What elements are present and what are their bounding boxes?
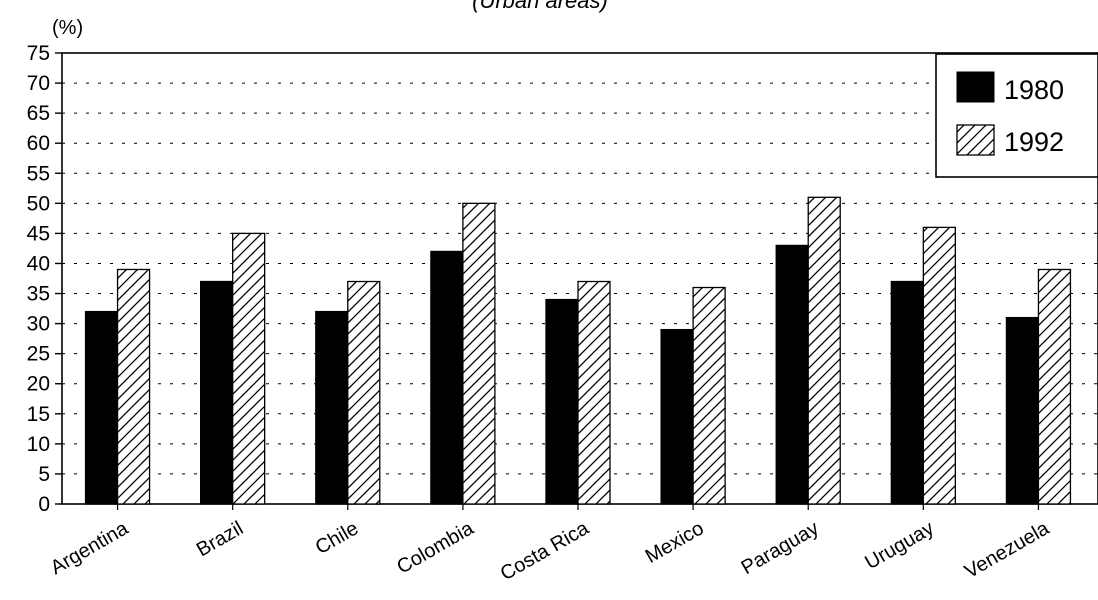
y-tick-label: 30 xyxy=(27,313,50,336)
x-tick-label: Costa Rica xyxy=(497,517,593,585)
y-tick-label: 55 xyxy=(27,162,50,185)
y-axis: 0 5 10 15 20 25 30 35 40 45 50 55 60 65 70 75 xyxy=(27,42,62,516)
y-tick-label: 60 xyxy=(27,132,50,155)
y-tick-label: 70 xyxy=(27,72,50,95)
legend-label-1992: 1992 xyxy=(1004,127,1064,157)
legend-swatch-1992 xyxy=(956,124,995,156)
bar-1992-costa-rica xyxy=(577,280,611,505)
bar-1980-brazil xyxy=(200,280,234,505)
bar-1980-argentina xyxy=(84,310,119,505)
legend-label-1980: 1980 xyxy=(1004,75,1064,105)
y-tick-label: 40 xyxy=(27,252,50,275)
bar-1992-paraguay xyxy=(807,196,841,505)
y-tick-label: 10 xyxy=(27,433,50,456)
y-tick-label: 0 xyxy=(38,493,50,516)
y-tick-label: 5 xyxy=(38,463,50,486)
y-axis-label: (%) xyxy=(52,17,83,39)
x-tick-label: Mexico xyxy=(642,517,708,568)
bar-1992-uruguay xyxy=(922,226,956,505)
bar-1992-venezuela xyxy=(1037,268,1072,505)
y-tick-label: 25 xyxy=(27,343,50,366)
x-tick-label: Argentina xyxy=(47,517,133,579)
bar-1980-paraguay xyxy=(775,244,809,505)
y-tick-label: 75 xyxy=(27,42,50,65)
bar-1992-colombia xyxy=(462,202,496,505)
bar-1992-mexico xyxy=(692,286,726,505)
bar-1992-argentina xyxy=(116,268,151,505)
y-tick-label: 15 xyxy=(27,403,50,426)
bar-1980-uruguay xyxy=(890,280,924,505)
bar-1980-colombia xyxy=(430,250,464,505)
x-tick-label: Chile xyxy=(312,517,362,559)
x-axis: Argentina Brazil Chile Colombia Costa Rica Me… xyxy=(47,504,1054,585)
x-tick-label: Venezuela xyxy=(961,517,1054,583)
bar-1992-brazil xyxy=(232,232,266,505)
y-tick-label: 20 xyxy=(27,373,50,396)
x-tick-label: Brazil xyxy=(193,517,247,561)
x-tick-label: Colombia xyxy=(393,517,478,579)
legend-swatch-1980 xyxy=(956,71,995,103)
bar-1980-chile xyxy=(315,310,349,505)
y-tick-label: 45 xyxy=(27,222,50,245)
bar-1992-chile xyxy=(347,280,381,505)
x-tick-label: Paraguay xyxy=(738,517,823,579)
x-tick-label: Uruguay xyxy=(861,517,937,574)
y-tick-label: 50 xyxy=(27,192,50,215)
bar-1980-venezuela xyxy=(1005,316,1040,505)
bar-1980-costa-rica xyxy=(545,298,579,505)
bar-1980-mexico xyxy=(660,328,694,505)
y-tick-label: 65 xyxy=(27,102,50,125)
bars xyxy=(84,196,1072,505)
legend: 1980 1992 xyxy=(935,53,1098,178)
chart-title: (Urban areas) xyxy=(472,0,608,13)
y-tick-label: 35 xyxy=(27,283,50,306)
